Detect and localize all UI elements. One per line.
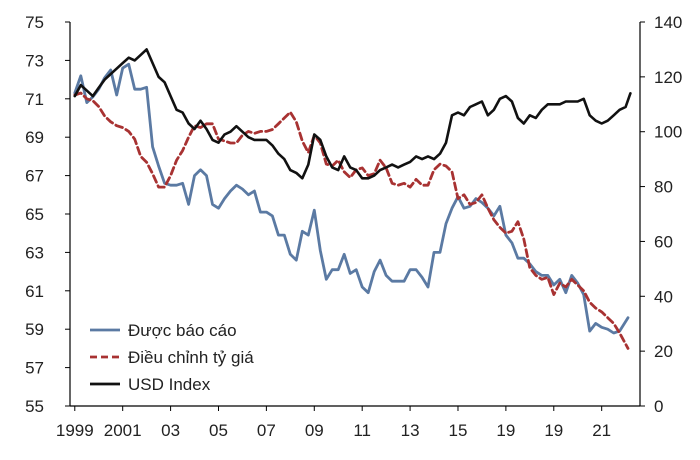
right-tick-label: 120 <box>654 68 682 87</box>
x-tick-label: 21 <box>592 421 611 440</box>
x-tick-label: 05 <box>209 421 228 440</box>
x-tick-label: 03 <box>161 421 180 440</box>
left-tick-label: 57 <box>25 359 44 378</box>
x-tick-label: 19 <box>544 421 563 440</box>
series-line-0 <box>73 62 630 335</box>
right-tick-label: 80 <box>654 178 673 197</box>
left-tick-label: 75 <box>25 13 44 32</box>
right-tick-label: 40 <box>654 287 673 306</box>
left-tick-label: 55 <box>25 397 44 416</box>
right-tick-label: 20 <box>654 342 673 361</box>
right-tick-label: 100 <box>654 123 682 142</box>
series-layer <box>73 48 632 350</box>
left-tick-label: 61 <box>25 282 44 301</box>
axes: 7573716967656361595755140120100806040200… <box>25 13 682 440</box>
right-tick-label: 60 <box>654 232 673 251</box>
x-tick-label: 07 <box>257 421 276 440</box>
right-tick-label: 0 <box>654 397 663 416</box>
legend-label-0: Được báo cáo <box>128 321 237 340</box>
x-tick-label: 15 <box>449 421 468 440</box>
left-tick-label: 63 <box>25 243 44 262</box>
x-tick-label: 11 <box>353 421 371 440</box>
x-tick-label: 09 <box>305 421 324 440</box>
right-tick-label: 140 <box>654 13 682 32</box>
x-tick-label: 13 <box>401 421 420 440</box>
left-tick-label: 67 <box>25 167 44 186</box>
series-line-2 <box>73 48 632 180</box>
series-line-1 <box>73 91 630 350</box>
left-tick-label: 73 <box>25 51 44 70</box>
left-tick-label: 65 <box>25 205 44 224</box>
x-tick-label: 2001 <box>104 421 142 440</box>
legend: Được báo cáo Điều chỉnh tỷ giá USD Index <box>90 321 254 394</box>
legend-label-1: Điều chỉnh tỷ giá <box>128 348 254 367</box>
left-tick-label: 69 <box>25 128 44 147</box>
legend-label-2: USD Index <box>128 375 211 394</box>
x-tick-label: 1999 <box>56 421 94 440</box>
left-tick-label: 71 <box>25 90 44 109</box>
x-tick-label: 19 <box>496 421 515 440</box>
left-tick-label: 59 <box>25 320 44 339</box>
